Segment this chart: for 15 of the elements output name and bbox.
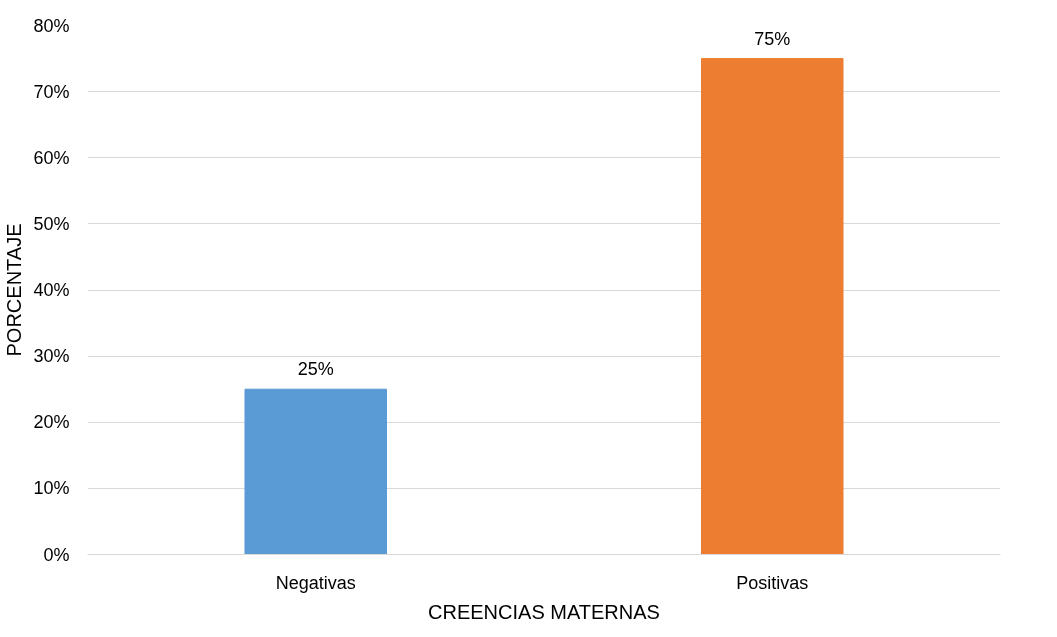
y-tick-label: 40% xyxy=(33,280,70,300)
data-label: 75% xyxy=(754,28,791,49)
y-tick-label: 60% xyxy=(33,147,70,168)
y-axis-title: PORCENTAJE xyxy=(3,223,26,357)
y-tick-label: 10% xyxy=(33,478,70,499)
y-tick-label: 50% xyxy=(33,213,70,234)
y-tick-label: 30% xyxy=(33,346,70,367)
y-tick-label: 20% xyxy=(33,412,70,433)
x-axis-title: CREENCIAS MATERNAS xyxy=(428,600,660,623)
x-tick-label: Positivas xyxy=(736,572,809,593)
y-tick-label: 0% xyxy=(43,544,70,565)
data-label: 25% xyxy=(297,359,334,380)
y-tick-label: 80% xyxy=(33,15,70,36)
x-tick-label: Negativas xyxy=(275,572,356,593)
y-tick-label: 70% xyxy=(33,81,70,102)
